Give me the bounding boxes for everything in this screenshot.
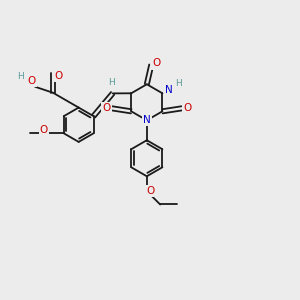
Text: H: H: [108, 79, 115, 88]
Text: O: O: [146, 186, 154, 196]
Text: O: O: [40, 125, 48, 135]
Text: N: N: [165, 85, 173, 95]
Text: O: O: [54, 71, 62, 81]
Text: H: H: [176, 79, 182, 88]
Text: O: O: [27, 76, 36, 86]
Text: N: N: [143, 115, 151, 125]
Text: H: H: [17, 72, 24, 81]
Text: O: O: [102, 103, 111, 113]
Text: O: O: [152, 58, 161, 68]
Text: O: O: [183, 103, 191, 113]
